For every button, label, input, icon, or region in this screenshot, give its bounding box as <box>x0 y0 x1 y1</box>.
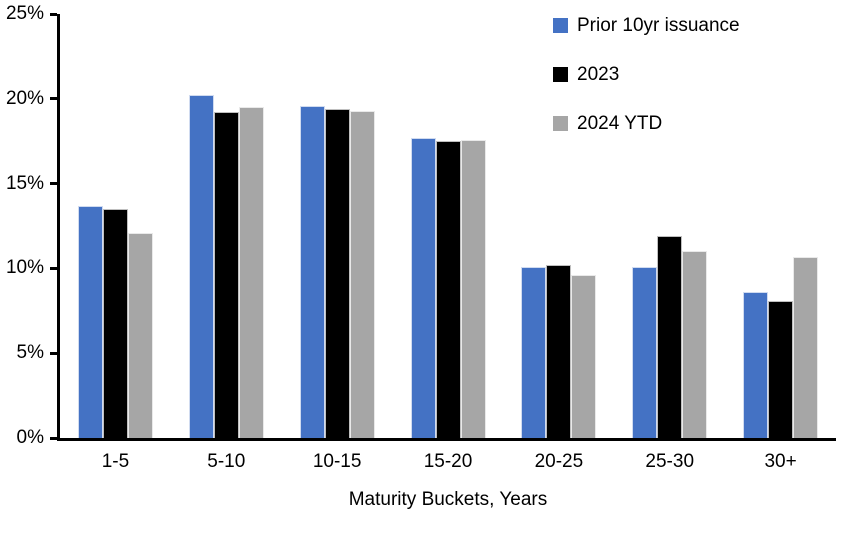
bar-2024-ytd-30+ <box>793 256 819 438</box>
bar-2024-ytd-1-5 <box>127 232 153 438</box>
x-tick-label-1-5: 1-5 <box>101 451 130 472</box>
y-tick-mark <box>50 436 57 440</box>
legend-label: Prior 10yr issuance <box>577 14 740 36</box>
y-tick-mark <box>50 266 57 270</box>
bar-group-1-5 <box>60 14 171 438</box>
x-axis-labels: 1-5 5-10 10-15 15-20 20-25 25-30 30+ <box>60 451 836 473</box>
y-tick-mark <box>50 12 57 16</box>
y-tick-mark <box>50 351 57 355</box>
bar-group-30+ <box>725 14 836 438</box>
y-tick-label-15%: 15% <box>5 172 44 194</box>
y-tick-mark <box>50 182 57 186</box>
x-axis-title: Maturity Buckets, Years <box>348 489 548 510</box>
bar-group-5-10 <box>171 14 282 438</box>
bar-prior-10yr-issuance-15-20 <box>410 137 436 438</box>
x-tick-label-30+: 30+ <box>764 451 797 472</box>
legend-item-2024-ytd: 2024 YTD <box>553 99 740 148</box>
bar-prior-10yr-issuance-30+ <box>743 292 769 438</box>
bar-2023-10-15 <box>324 108 350 438</box>
legend-label: 2024 YTD <box>577 112 663 134</box>
y-tick-label-10%: 10% <box>5 257 44 279</box>
x-tick-label-25-30: 25-30 <box>645 451 695 472</box>
bar-group-10-15 <box>282 14 393 438</box>
bar-prior-10yr-issuance-25-30 <box>632 266 658 438</box>
x-tick-label-15-20: 15-20 <box>423 451 473 472</box>
bar-prior-10yr-issuance-5-10 <box>188 95 214 438</box>
y-tick-label-0%: 0% <box>16 427 44 448</box>
x-tick-label-10-15: 10-15 <box>312 451 362 472</box>
bar-2023-5-10 <box>213 112 239 438</box>
bar-2024-ytd-10-15 <box>349 110 375 438</box>
bar-prior-10yr-issuance-1-5 <box>77 205 103 438</box>
bar-prior-10yr-issuance-10-15 <box>299 105 325 438</box>
bar-2024-ytd-20-25 <box>571 275 597 438</box>
legend-swatch-blue-icon <box>553 18 568 33</box>
bar-prior-10yr-issuance-20-25 <box>521 266 547 438</box>
bar-2023-15-20 <box>435 141 461 438</box>
bar-group-25-30 <box>614 14 725 438</box>
bar-2024-ytd-25-30 <box>682 251 708 438</box>
x-tick-label-5-10: 5-10 <box>207 451 246 472</box>
legend-label: 2023 <box>577 63 620 85</box>
y-tick-label-25%: 25% <box>5 3 44 24</box>
bar-2024-ytd-15-20 <box>460 139 486 438</box>
bar-2024-ytd-5-10 <box>238 107 264 438</box>
bar-2023-1-5 <box>102 209 128 438</box>
y-tick-label-5%: 5% <box>16 342 44 364</box>
bar-group-20-25 <box>503 14 614 438</box>
plot-area <box>57 14 836 441</box>
legend-item-prior-10yr-issuance: Prior 10yr issuance <box>553 1 740 50</box>
y-tick-label-20%: 20% <box>5 87 44 109</box>
legend: Prior 10yr issuance 2023 2024 YTD <box>553 1 740 148</box>
bar-2023-25-30 <box>657 236 683 438</box>
legend-swatch-gray-icon <box>553 116 568 131</box>
y-tick-mark <box>50 97 57 101</box>
bar-2023-20-25 <box>546 265 572 438</box>
bar-2023-30+ <box>768 300 794 438</box>
x-tick-label-20-25: 20-25 <box>534 451 584 472</box>
legend-swatch-black-icon <box>553 67 568 82</box>
bar-group-15-20 <box>393 14 504 438</box>
legend-item-2023: 2023 <box>553 50 740 99</box>
